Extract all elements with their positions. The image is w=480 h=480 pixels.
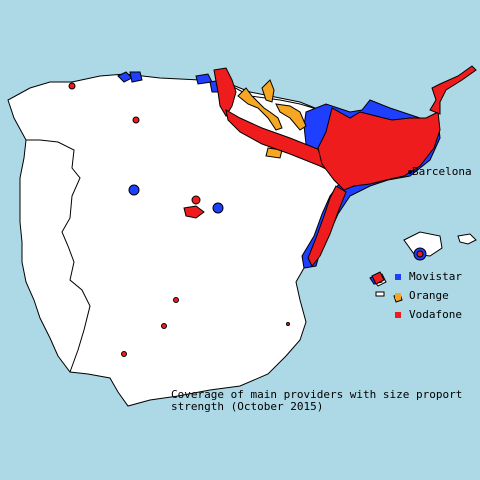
legend-marker-vodafone	[395, 312, 401, 318]
map-caption-line1: Coverage of main providers with size pro…	[171, 388, 463, 401]
formentera-island	[375, 291, 385, 297]
legend-marker-orange	[395, 293, 401, 299]
legend-label-vodafone: Vodafone	[409, 308, 462, 321]
vodafone-coverage	[68, 65, 477, 357]
barcelona-marker	[408, 170, 412, 174]
menorca-island	[457, 233, 477, 245]
portugal-border	[26, 139, 91, 373]
france-land	[250, 0, 480, 112]
map-caption-line2: strength (October 2015)	[171, 400, 324, 413]
legend-label-orange: Orange	[409, 289, 449, 302]
city-label-barcelona: Barcelona	[412, 165, 472, 178]
legend-marker-movistar	[395, 274, 401, 280]
legend-label-movistar: Movistar	[409, 270, 462, 283]
